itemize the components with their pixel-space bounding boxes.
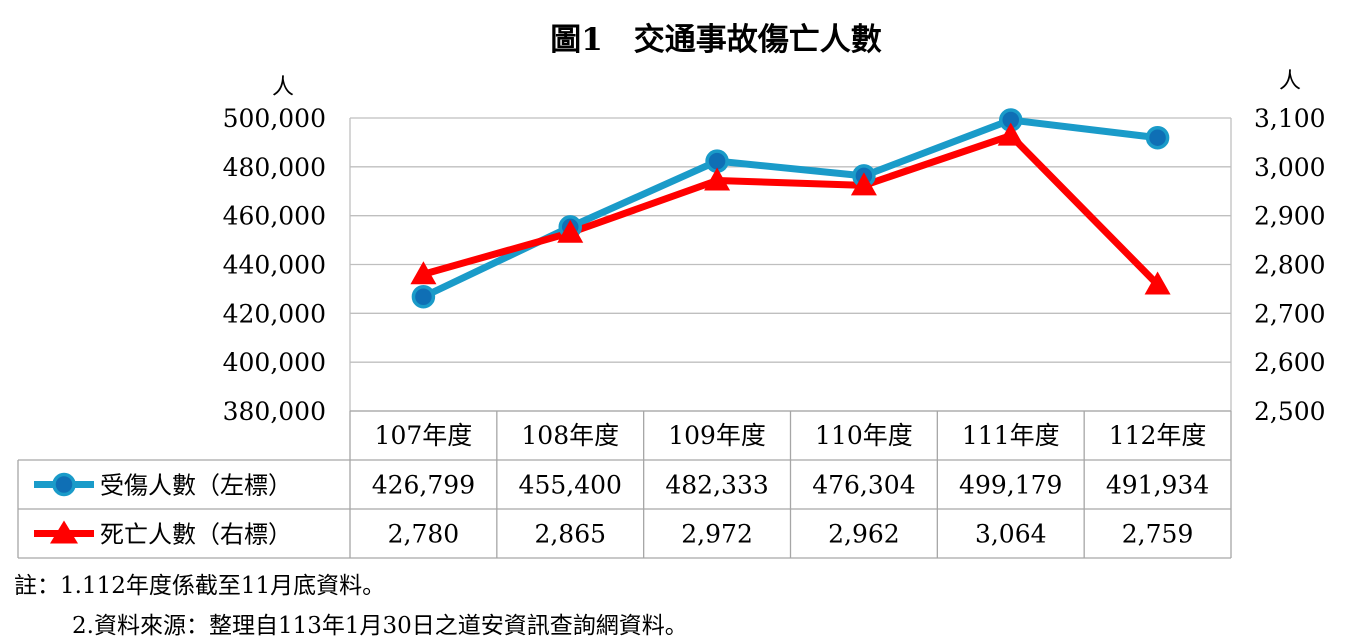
- right-tick-label: 3,100: [1254, 104, 1326, 133]
- category-label: 108年度: [521, 421, 619, 450]
- table-cell-value: 499,179: [959, 471, 1062, 500]
- table-cell-value: 2,962: [828, 520, 900, 549]
- injured-series-line: [419, 116, 1162, 301]
- injured-data-point: [411, 284, 436, 309]
- deaths-data-point: [704, 167, 731, 191]
- footnote-line: 註：1.112年度係截至11月底資料。: [14, 573, 386, 599]
- legend-label: 受傷人數（左標）: [100, 472, 292, 500]
- category-label: 109年度: [668, 421, 766, 450]
- right-axis-unit: 人: [1279, 69, 1301, 94]
- left-tick-label: 380,000: [223, 397, 326, 426]
- right-tick-label: 2,800: [1254, 251, 1326, 280]
- table-cell-value: 482,333: [665, 471, 768, 500]
- category-label: 111年度: [962, 421, 1060, 450]
- table-cell-value: 455,400: [519, 471, 622, 500]
- left-tick-label: 460,000: [223, 202, 326, 231]
- chart-title: 圖1 交通事故傷亡人數: [550, 22, 882, 58]
- deaths-series-line: [419, 132, 1162, 289]
- table-cell-value: 2,780: [388, 520, 460, 549]
- deaths-data-point: [997, 122, 1024, 146]
- table-cell-value: 476,304: [812, 471, 915, 500]
- left-tick-label: 480,000: [223, 153, 326, 182]
- left-axis-unit: 人: [272, 75, 294, 100]
- legend-key-triangle-marker: [50, 520, 78, 544]
- category-label: 107年度: [375, 421, 473, 450]
- footnote-line: 2.資料來源：整理自113年1月30日之道安資訊查詢網資料。: [72, 613, 688, 639]
- right-tick-label: 2,700: [1254, 299, 1326, 328]
- table-cell-value: 426,799: [372, 471, 475, 500]
- left-tick-label: 400,000: [223, 348, 326, 377]
- left-tick-label: 420,000: [223, 299, 326, 328]
- deaths-data-point: [850, 172, 877, 196]
- table-cell-value: 491,934: [1106, 471, 1209, 500]
- right-tick-label: 2,900: [1254, 202, 1326, 231]
- left-tick-label: 440,000: [223, 251, 326, 280]
- deaths-data-point: [557, 219, 584, 243]
- deaths-data-point: [1144, 271, 1171, 295]
- legend-key-circle-marker: [52, 472, 76, 497]
- table-cell-value: 2,759: [1122, 520, 1194, 549]
- right-tick-label: 2,600: [1254, 348, 1326, 377]
- category-label: 110年度: [815, 421, 913, 450]
- left-tick-label: 500,000: [223, 104, 326, 133]
- deaths-data-point: [410, 261, 437, 285]
- table-cell-value: 2,865: [534, 520, 606, 549]
- legend-label: 死亡人數（右標）: [100, 521, 292, 549]
- table-cell-value: 2,972: [681, 520, 753, 549]
- right-tick-label: 2,500: [1254, 397, 1326, 426]
- right-tick-label: 3,000: [1254, 153, 1326, 182]
- table-cell-value: 3,064: [975, 520, 1047, 549]
- category-label: 112年度: [1109, 421, 1207, 450]
- injured-data-point: [1145, 125, 1170, 150]
